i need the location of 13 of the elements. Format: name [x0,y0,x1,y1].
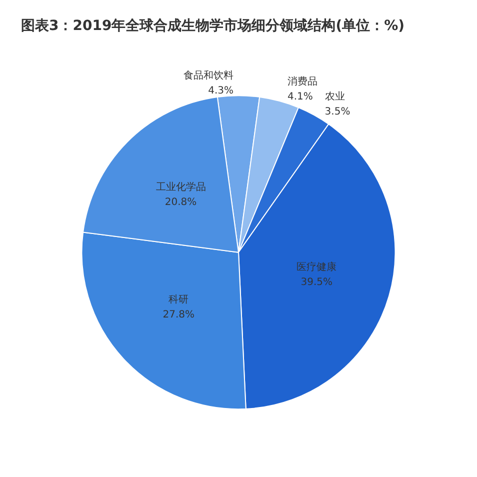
slice-label: 食品和饮料 [184,70,234,82]
data-label: 39.5% [300,277,333,288]
data-label: 3.5% [324,106,350,118]
slice-label: 消费品 [288,75,318,88]
slice-label: 科研 [168,293,189,306]
slice-label: 农业 [324,90,345,102]
slice-label: 医疗健康 [296,261,337,274]
data-label: 20.8% [164,196,197,208]
data-label: 4.3% [208,86,234,97]
slice-label: 工业化学品 [156,180,206,193]
chart-title: 图表3：2019年全球合成生物学市场细分领域结构(单位：%) [21,17,405,34]
data-label: 4.1% [288,91,313,102]
data-label: 27.8% [162,309,195,320]
